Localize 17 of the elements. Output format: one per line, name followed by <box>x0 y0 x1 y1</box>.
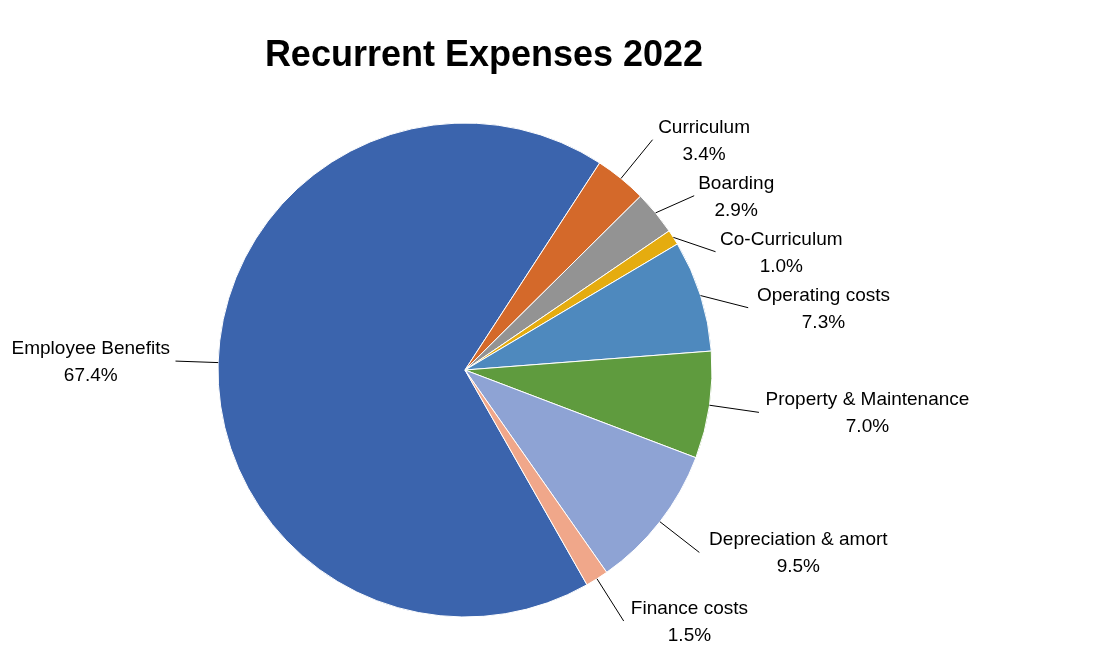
slice-label: Curriculum <box>658 115 750 137</box>
data-label: 2.9% <box>714 198 758 220</box>
data-label: 7.0% <box>845 415 890 437</box>
chart-title: Recurrent Expenses 2022 <box>264 33 704 74</box>
data-label: 3.4% <box>682 142 726 164</box>
data-label: 67.4% <box>63 364 118 386</box>
slice-label: Boarding <box>698 171 775 193</box>
slice-label: Property & Maintenance <box>765 388 970 410</box>
slice-label: Operating costs <box>756 283 890 305</box>
slice-label: Employee Benefits <box>11 337 170 359</box>
data-label: 9.5% <box>776 555 821 577</box>
slice-label: Finance costs <box>630 597 749 619</box>
slice-label: Co-Curriculum <box>720 227 843 249</box>
data-label: 1.5% <box>667 624 712 646</box>
data-label: 1.0% <box>759 254 804 276</box>
slice-label: Depreciation & amort <box>709 528 889 550</box>
data-label: 7.3% <box>801 310 846 332</box>
